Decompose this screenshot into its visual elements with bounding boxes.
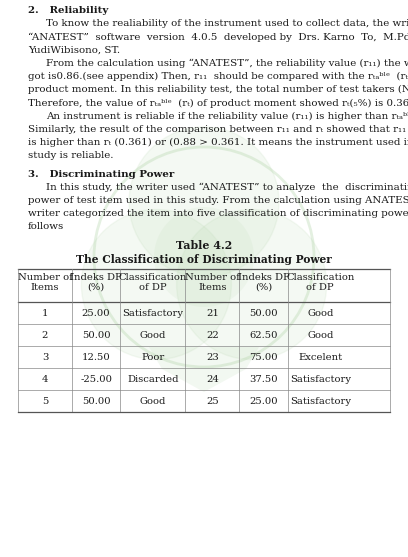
- Text: Number of: Number of: [185, 273, 240, 282]
- Text: Therefore, the value of rₜₐᵇˡᵉ  (rₜ) of product moment showed rₜ(₅%) is 0.361: Therefore, the value of rₜₐᵇˡᵉ (rₜ) of p…: [28, 99, 408, 108]
- Text: is higher than rₜ (0.361) or (0.88 > 0.361. It means the instrument used in this: is higher than rₜ (0.361) or (0.88 > 0.3…: [28, 138, 408, 147]
- Text: Satisfactory: Satisfactory: [290, 397, 351, 405]
- Text: Good: Good: [140, 397, 166, 405]
- Text: 62.50: 62.50: [249, 331, 278, 340]
- Text: product moment. In this reliability test, the total number of test takers (N) is: product moment. In this reliability test…: [28, 85, 408, 94]
- Text: 50.00: 50.00: [82, 331, 111, 340]
- Text: An instrument is reliable if the reliability value (r₁₁) is higher than rₜₐᵇˡᵉ (: An instrument is reliable if the reliabi…: [46, 111, 408, 121]
- Text: 75.00: 75.00: [249, 353, 278, 361]
- Text: Indeks DP: Indeks DP: [70, 273, 122, 282]
- Text: 1: 1: [42, 309, 48, 317]
- Text: Excelent: Excelent: [298, 353, 342, 361]
- Text: follows: follows: [28, 222, 64, 232]
- Text: Satisfactory: Satisfactory: [290, 374, 351, 384]
- Text: got is0.86.(see appendix) Then, r₁₁  should be compared with the rₜₐᵇˡᵉ  (rₜ)  o: got is0.86.(see appendix) Then, r₁₁ shou…: [28, 72, 408, 81]
- Text: of DP: of DP: [139, 283, 166, 292]
- Text: YudiWibisono, ST.: YudiWibisono, ST.: [28, 46, 120, 55]
- Text: 3: 3: [42, 353, 48, 361]
- Text: Table 4.2: Table 4.2: [176, 240, 232, 251]
- Text: of DP: of DP: [306, 283, 334, 292]
- Text: Similarly, the result of the comparison between r₁₁ and rₜ showed that r₁₁ (0.86: Similarly, the result of the comparison …: [28, 125, 408, 134]
- Text: The Classification of Discriminating Power: The Classification of Discriminating Pow…: [76, 254, 332, 265]
- Text: Items: Items: [198, 283, 226, 292]
- Text: Discarded: Discarded: [127, 374, 179, 384]
- Text: 3.   Discriminating Power: 3. Discriminating Power: [28, 170, 174, 179]
- Text: 12.50: 12.50: [82, 353, 111, 361]
- Text: Good: Good: [307, 331, 333, 340]
- Text: 2.   Reliability: 2. Reliability: [28, 6, 109, 15]
- Text: (%): (%): [87, 283, 105, 292]
- Text: power of test item used in this study. From the calculation using ANATEST, the: power of test item used in this study. F…: [28, 196, 408, 205]
- Text: 25: 25: [206, 397, 219, 405]
- Polygon shape: [149, 347, 259, 392]
- Text: 23: 23: [206, 353, 219, 361]
- Text: “ANATEST”  software  version  4.0.5  developed by  Drs. Karno  To,  M.Pd.  and: “ANATEST” software version 4.0.5 develop…: [28, 32, 408, 42]
- Text: 50.00: 50.00: [82, 397, 111, 405]
- Circle shape: [129, 127, 279, 277]
- Text: Items: Items: [31, 283, 59, 292]
- Text: 21: 21: [206, 309, 219, 317]
- Text: Satisfactory: Satisfactory: [122, 309, 183, 317]
- Text: 24: 24: [206, 374, 219, 384]
- Text: To know the realiability of the instrument used to collect data, the writer used: To know the realiability of the instrume…: [46, 19, 408, 28]
- Text: Classification: Classification: [286, 273, 355, 282]
- Text: 50.00: 50.00: [249, 309, 278, 317]
- Text: 22: 22: [206, 331, 219, 340]
- Text: 2: 2: [42, 331, 48, 340]
- Text: 5: 5: [42, 397, 48, 405]
- Text: Good: Good: [307, 309, 333, 317]
- Text: Good: Good: [140, 331, 166, 340]
- Circle shape: [154, 207, 254, 307]
- Text: writer categorized the item into five classification of discriminating power, as: writer categorized the item into five cl…: [28, 209, 408, 218]
- Text: (%): (%): [255, 283, 272, 292]
- Text: Poor: Poor: [141, 353, 164, 361]
- Text: From the calculation using “ANATEST”, the reliability value (r₁₁) the writer: From the calculation using “ANATEST”, th…: [46, 59, 408, 68]
- Circle shape: [177, 209, 327, 359]
- Text: Indeks DP: Indeks DP: [237, 273, 289, 282]
- Text: -25.00: -25.00: [80, 374, 112, 384]
- Text: 25.00: 25.00: [82, 309, 111, 317]
- Text: Classification: Classification: [119, 273, 187, 282]
- Text: 25.00: 25.00: [249, 397, 278, 405]
- Text: 37.50: 37.50: [249, 374, 278, 384]
- Text: study is reliable.: study is reliable.: [28, 151, 113, 160]
- Circle shape: [81, 209, 231, 359]
- Text: 4: 4: [42, 374, 48, 384]
- Text: In this study, the writer used “ANATEST” to analyze  the  discriminating: In this study, the writer used “ANATEST”…: [46, 183, 408, 192]
- Text: Number of: Number of: [18, 273, 72, 282]
